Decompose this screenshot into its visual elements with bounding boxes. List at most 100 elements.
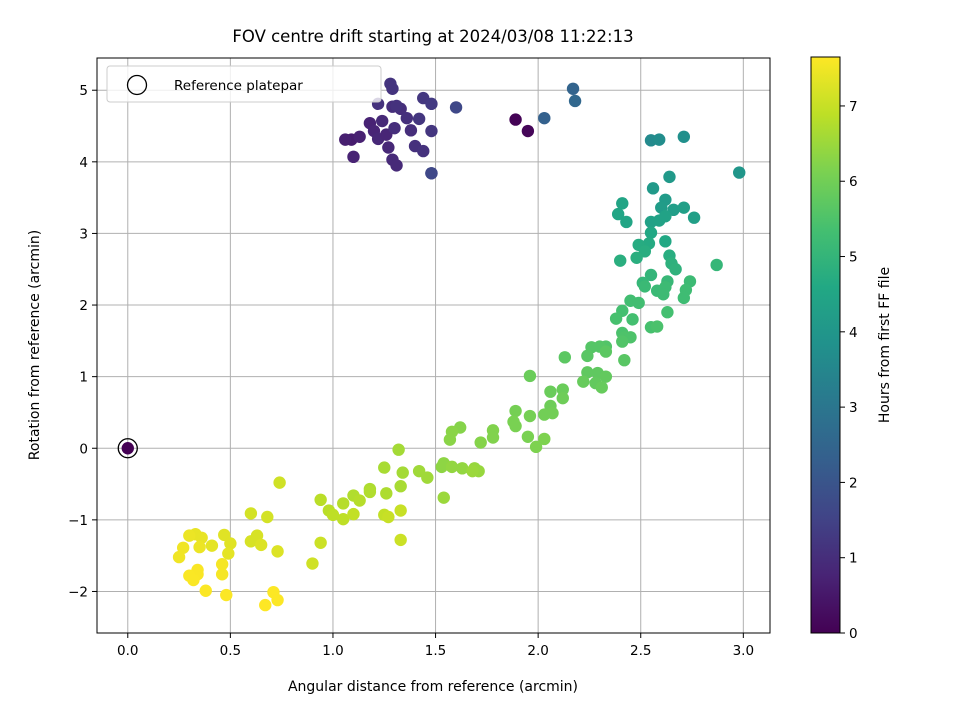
- data-point: [521, 124, 535, 138]
- data-point: [363, 485, 377, 499]
- data-point: [595, 381, 608, 394]
- data-point: [176, 541, 190, 554]
- data-point: [599, 345, 613, 358]
- y-tick-label: 4: [79, 155, 88, 171]
- data-point: [568, 94, 582, 108]
- colorbar-ticks: 0 1 2 3 4 5 6 7: [840, 99, 858, 642]
- data-point: [474, 436, 487, 449]
- data-point: [337, 512, 350, 526]
- y-tick-label: 3: [79, 226, 88, 242]
- data-point: [254, 538, 268, 552]
- y-tick-label: −2: [68, 584, 88, 600]
- data-point: [609, 312, 623, 325]
- data-point: [521, 430, 535, 443]
- data-point: [581, 349, 594, 363]
- data-point: [650, 320, 664, 333]
- data-point: [653, 133, 666, 146]
- data-point: [250, 529, 264, 542]
- data-point: [394, 533, 407, 547]
- data-point: [388, 121, 401, 135]
- data-point: [259, 598, 272, 612]
- data-point: [677, 201, 691, 214]
- data-point: [456, 462, 469, 475]
- data-point: [271, 545, 284, 558]
- data-point: [644, 226, 658, 239]
- data-point: [687, 211, 701, 224]
- data-point: [646, 182, 660, 195]
- y-axis-ticks: −2 −1 0 1 2 3 4 5: [68, 83, 97, 600]
- data-point: [337, 497, 350, 510]
- data-point: [677, 130, 691, 143]
- data-point: [244, 507, 258, 520]
- data-point: [224, 537, 237, 550]
- data-point: [710, 258, 723, 272]
- data-point: [353, 130, 366, 143]
- data-point: [376, 114, 389, 128]
- data-point: [509, 404, 522, 418]
- y-axis-label: Rotation from reference (arcmin): [27, 230, 43, 460]
- data-point: [193, 540, 206, 554]
- x-tick-label: 0.0: [117, 643, 138, 659]
- data-point: [669, 263, 682, 276]
- x-tick-label: 0.5: [220, 643, 241, 659]
- data-point: [273, 476, 286, 489]
- data-point: [529, 440, 543, 454]
- y-tick-label: 2: [79, 298, 88, 314]
- data-point: [618, 353, 631, 367]
- x-axis-label: Angular distance from reference (arcmin): [288, 679, 578, 695]
- data-point: [392, 443, 405, 456]
- data-point: [632, 296, 645, 310]
- data-point: [630, 251, 643, 264]
- data-point: [443, 433, 457, 446]
- data-point: [400, 111, 414, 125]
- data-point: [581, 366, 594, 379]
- reference-marker: [117, 438, 138, 459]
- data-point: [599, 370, 613, 383]
- colorbar-tick-label: 6: [849, 174, 858, 190]
- data-point: [677, 291, 691, 305]
- data-point: [614, 254, 627, 267]
- y-tick-label: 5: [79, 83, 88, 99]
- data-point: [435, 460, 448, 474]
- colorbar-tick-label: 0: [849, 626, 858, 642]
- data-point: [638, 280, 652, 293]
- data-point: [661, 306, 674, 319]
- chart-title: FOV centre drift starting at 2024/03/08 …: [232, 27, 633, 46]
- data-point: [261, 510, 274, 524]
- data-point: [394, 504, 407, 517]
- x-tick-label: 2.0: [527, 643, 548, 659]
- data-point: [172, 550, 186, 564]
- data-point: [616, 197, 629, 210]
- data-point: [437, 491, 450, 504]
- x-tick-label: 1.0: [322, 643, 343, 659]
- data-point: [347, 507, 360, 521]
- data-point: [347, 150, 360, 164]
- data-point: [523, 369, 537, 383]
- data-point: [215, 568, 229, 581]
- data-point: [733, 166, 746, 179]
- data-point: [390, 159, 403, 172]
- data-point: [404, 124, 418, 137]
- scatter-points: [121, 77, 746, 612]
- data-point: [659, 210, 672, 223]
- data-point: [353, 494, 366, 507]
- x-axis-ticks: 0.0 0.5 1.0 1.5 2.0 2.5 3.0: [117, 633, 754, 659]
- data-point: [339, 133, 352, 146]
- data-point: [220, 588, 233, 602]
- data-point: [659, 235, 672, 248]
- data-point: [380, 487, 393, 500]
- plot-frame: [96, 57, 771, 634]
- data-point: [558, 351, 572, 364]
- data-point: [412, 112, 426, 126]
- colorbar-tick-label: 2: [849, 475, 858, 491]
- legend-marker-reference: [126, 74, 148, 96]
- data-point: [314, 493, 327, 507]
- data-point: [538, 432, 551, 446]
- data-point: [306, 557, 319, 570]
- data-point: [566, 82, 580, 95]
- data-point: [663, 170, 676, 184]
- data-point: [425, 124, 438, 138]
- data-point: [425, 167, 438, 180]
- x-tick-label: 1.5: [425, 643, 446, 659]
- colorbar-tick-label: 1: [849, 551, 858, 567]
